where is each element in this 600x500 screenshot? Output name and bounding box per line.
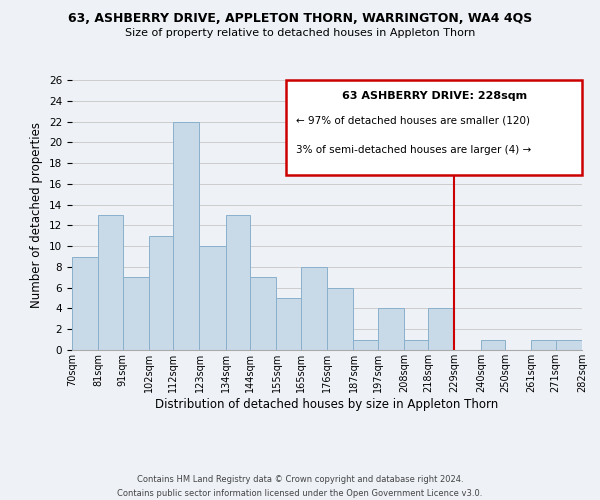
Bar	[250, 278, 277, 350]
Bar	[404, 340, 428, 350]
Bar	[532, 340, 556, 350]
Bar	[428, 308, 454, 350]
Y-axis label: Number of detached properties: Number of detached properties	[31, 122, 43, 308]
Text: Contains HM Land Registry data © Crown copyright and database right 2024.
Contai: Contains HM Land Registry data © Crown c…	[118, 476, 482, 498]
Text: ← 97% of detached houses are smaller (120): ← 97% of detached houses are smaller (12…	[296, 115, 530, 125]
Bar	[98, 215, 122, 350]
Bar	[226, 215, 250, 350]
Text: Size of property relative to detached houses in Appleton Thorn: Size of property relative to detached ho…	[125, 28, 475, 38]
Bar	[301, 267, 327, 350]
Bar	[481, 340, 505, 350]
Bar	[72, 256, 98, 350]
X-axis label: Distribution of detached houses by size in Appleton Thorn: Distribution of detached houses by size …	[155, 398, 499, 410]
FancyBboxPatch shape	[286, 80, 582, 174]
Bar	[327, 288, 353, 350]
Bar	[556, 340, 582, 350]
Text: 63 ASHBERRY DRIVE: 228sqm: 63 ASHBERRY DRIVE: 228sqm	[341, 91, 527, 101]
Bar	[199, 246, 226, 350]
Bar	[353, 340, 377, 350]
Text: 63, ASHBERRY DRIVE, APPLETON THORN, WARRINGTON, WA4 4QS: 63, ASHBERRY DRIVE, APPLETON THORN, WARR…	[68, 12, 532, 26]
Bar	[122, 278, 149, 350]
Bar	[377, 308, 404, 350]
Bar	[173, 122, 199, 350]
Bar	[277, 298, 301, 350]
Text: 3% of semi-detached houses are larger (4) →: 3% of semi-detached houses are larger (4…	[296, 145, 532, 155]
Bar	[149, 236, 173, 350]
